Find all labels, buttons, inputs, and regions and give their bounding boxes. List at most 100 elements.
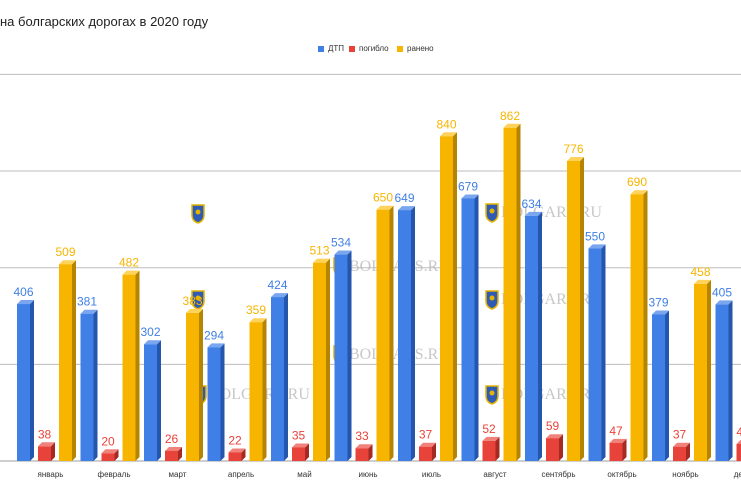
bar-side [30,300,34,461]
bar-ранено-май [313,258,330,461]
bar-side [389,205,394,461]
legend-swatch-injured [397,45,403,52]
x-tick-label: сентябрь [541,470,575,479]
bar-ранено-март [186,308,203,461]
bar-top [630,190,648,195]
bar [355,448,369,461]
bar-side [347,250,352,461]
x-tick-label: март [169,470,187,479]
watermark-crest-icon [195,209,201,215]
data-label: 679 [458,179,478,193]
bar-top [122,270,140,275]
bar-top [736,439,741,444]
bar-top [694,279,711,284]
bar-top [482,436,500,441]
bar-side [474,194,479,461]
bar-top [186,308,203,313]
data-label: 405 [712,285,732,299]
bar-ранено-июль [440,132,457,462]
data-label: 458 [690,265,710,279]
bar-side [622,438,627,461]
bar-side [305,443,309,461]
bar [567,160,580,461]
bar [461,198,475,461]
bar [440,136,453,462]
data-label: 20 [101,434,115,448]
bar [630,194,644,461]
bar [376,209,390,461]
data-label: 35 [292,428,306,442]
legend-label-injured: ранено [407,44,434,53]
data-label: 534 [331,236,351,250]
bar [292,447,305,461]
bar-side [135,270,140,461]
bar [249,322,263,461]
bar-side [411,206,415,461]
bar-top [292,443,309,448]
bar-side [72,260,76,461]
bar [313,262,326,461]
bar [207,347,221,461]
bar-side [538,211,542,461]
bar [228,452,242,461]
bar-side [728,300,733,461]
data-label: 52 [482,422,496,436]
x-tick-label: май [297,470,311,479]
data-label: 59 [546,419,560,433]
bar-погибло-июль [419,442,436,461]
bar-погибло-сентябрь [546,434,563,461]
bar-top [398,206,415,211]
data-label: 509 [55,245,75,259]
bar-погибло-август [482,436,500,461]
bar-top [207,343,225,348]
bar-side [559,434,563,461]
bar-side [643,190,648,461]
data-label: 37 [419,428,433,442]
bar [673,446,686,461]
bar-ДТП-сентябрь [525,211,542,461]
legend-item-killed: погибло [349,44,389,53]
data-label: 424 [267,278,287,292]
bar [525,215,538,461]
watermark-crest-icon [489,208,495,214]
bar-top [144,340,161,345]
bar-side [665,310,669,461]
bar-ранено-январь [59,260,76,461]
data-label: 294 [204,328,224,342]
bars: 406 38 509 январь 381 20 482 февраль 302 26 383 мар… [13,109,741,479]
bar-side [686,442,690,461]
data-label: 649 [394,191,414,205]
bar-top [355,444,373,449]
bar [609,442,623,461]
watermark-crest-icon [489,390,495,396]
bar-side [199,308,203,461]
bar-top [17,300,34,305]
bar [736,443,741,461]
data-label: 690 [627,175,647,189]
data-label: 862 [500,109,520,123]
legend-swatch-dtp [318,45,324,52]
legend-label-killed: погибло [359,44,389,53]
bar [80,313,94,461]
bar-погибло-июнь [355,444,373,461]
bar-погибло-март [165,446,182,461]
bar-ДТП-март [144,340,161,461]
data-label: 26 [165,432,179,446]
bar [503,127,517,462]
bar [122,274,136,461]
bar-top [546,434,563,439]
x-tick-label: ноябрь [672,470,698,479]
bar-ранено-сентябрь [567,156,584,461]
watermark-logo: BOLGARS.RU [485,203,602,223]
bar-top [567,156,584,161]
x-tick-label: январь [38,470,64,479]
bar-ДТП-июль [398,206,415,461]
data-label: 381 [77,295,97,309]
bar-ДТП-апрель [207,343,225,461]
data-label: 33 [355,429,369,443]
bar-side [495,436,500,461]
bar [59,264,72,461]
bar-ранено-февраль [122,270,140,461]
bar [271,297,284,461]
data-label: 302 [140,325,160,339]
